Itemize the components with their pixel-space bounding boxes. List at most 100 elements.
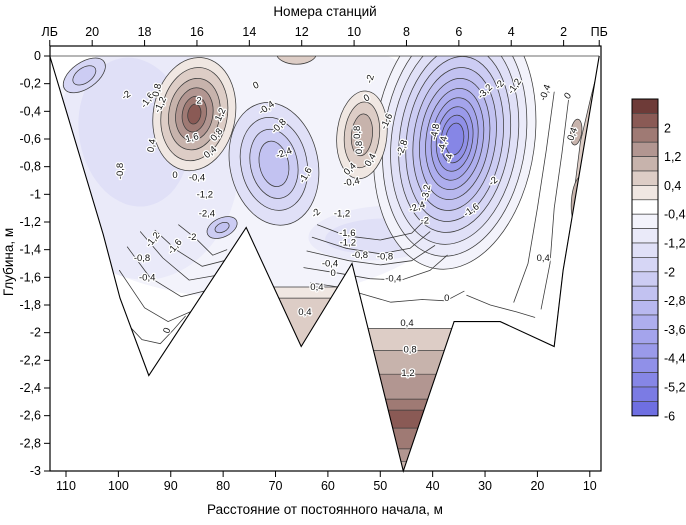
colorbar-cell: [631, 141, 659, 157]
station12-cold-core: [228, 102, 320, 226]
depth-tick-label: -2,8: [19, 436, 41, 450]
station16-warm-core: [152, 57, 237, 172]
colorbar-cell: [631, 386, 659, 402]
contour-line: [311, 231, 431, 255]
colorbar-tick-label: -6: [664, 409, 675, 423]
colorbar-tick-label: -0,4: [664, 208, 686, 222]
colorbar-cell: [631, 401, 659, 417]
depth-tick-label: -1,6: [19, 270, 41, 284]
distance-tick-label: 90: [164, 479, 178, 493]
colorbar-cell: [631, 98, 659, 114]
depth-tick-label: -2,2: [19, 353, 41, 367]
colorbar-cell: [631, 127, 659, 143]
depth-tick-label: -0,8: [19, 160, 41, 174]
contour-line: [306, 245, 436, 266]
colorbar-tick-label: -1,2: [664, 237, 686, 251]
depth-tick-label: -1: [30, 187, 41, 201]
contour-label: 2: [196, 95, 201, 106]
contour-line: [466, 294, 536, 318]
depth-tick-label: -2,4: [19, 381, 41, 395]
colorbar-tick-label: -4,4: [664, 352, 686, 366]
colorbar-tick-label: 2: [664, 121, 671, 135]
colorbar-cell: [631, 170, 659, 186]
contour-label: 0,4: [400, 318, 413, 329]
contour-label: -1,2: [197, 189, 213, 200]
contour-label: 0: [330, 268, 335, 279]
contour-label: -1,6: [339, 228, 355, 239]
depth-tick-label: -1,8: [19, 298, 41, 312]
depth-tick-label: -2: [30, 326, 41, 340]
colorbar-cell: [631, 156, 659, 172]
contour-label: 0,8: [352, 126, 363, 139]
colorbar-tick-label: 0,4: [664, 179, 681, 193]
station-tick-label: 16: [190, 25, 204, 39]
contour-line: [303, 254, 448, 281]
main-cold-core: [372, 56, 537, 270]
station-tick-label: 4: [508, 25, 515, 39]
station-tick-label: 12: [295, 25, 309, 39]
depth-tick-label: -1,2: [19, 215, 41, 229]
distance-tick-label: 50: [373, 479, 387, 493]
contour-label: -0,8: [115, 163, 126, 179]
colorbar-cell: [631, 228, 659, 244]
station-tick-label: 6: [455, 25, 462, 39]
contour-label: 0,4: [310, 282, 323, 293]
colorbar-cell: [631, 242, 659, 258]
contour-label: -2: [188, 232, 196, 243]
left-axis: 0 -0,2 -0,4 -0,6 -0,8 -1 -1,2 -1,4 -1,6 -1,8 -2 -2,…: [19, 49, 50, 478]
contour-label: -0,4: [385, 274, 401, 285]
station-tick-label: 20: [85, 25, 99, 39]
contour-label: -0,4: [139, 272, 155, 283]
colorbar-cell: [631, 271, 659, 287]
contour-label: 0: [172, 170, 177, 181]
colorbar-cell: [631, 329, 659, 345]
contour-line: [154, 229, 225, 267]
colorbar-cell: [631, 314, 659, 330]
depth-tick-label: -0,4: [19, 104, 41, 118]
colorbar-cell: [631, 300, 659, 316]
contour-line: [178, 224, 228, 256]
distance-tick-label: 40: [426, 479, 440, 493]
depth-tick-label: 0: [34, 49, 41, 63]
left-bank-cold-spot: [62, 57, 106, 94]
contour-label: 0,8: [354, 141, 365, 154]
contour-line: [513, 91, 555, 303]
contour-label: 0,8: [151, 83, 165, 98]
depth-tick-label: -0,6: [19, 132, 41, 146]
station-tick-label: ПБ: [591, 25, 608, 39]
bottom-axis-title: Расстояние от постоянного начала, м: [207, 502, 443, 517]
station-tick-label: 10: [347, 25, 361, 39]
bottom-axis: 110 100 90 80 70 60 50 40 30 20 10: [56, 471, 597, 493]
contour-label: -4: [443, 153, 455, 163]
distance-tick-label: 10: [583, 479, 597, 493]
contour-label: -1,2: [340, 238, 356, 249]
colorbar-cell: [631, 357, 659, 373]
contour-label: 0,4: [298, 307, 311, 318]
contour-line: [140, 231, 221, 281]
colorbar-cell: [631, 285, 659, 301]
contour-label: 0: [444, 293, 449, 304]
contour-label: -2: [421, 216, 429, 227]
colorbar-cell: [631, 185, 659, 201]
colorbar: 2 1,2 0,4 -0,4 -1,2 -2 -2,8 -3,6 -4,4 -5,2 -6: [631, 98, 686, 423]
contour-label: -2,4: [199, 209, 215, 220]
contour-label: 1,6: [184, 131, 200, 145]
distance-tick-label: 60: [321, 479, 335, 493]
colorbar-tick-label: 1,2: [664, 150, 681, 164]
contour-label: -0,4: [189, 173, 205, 184]
distance-tick-label: 20: [530, 479, 544, 493]
colorbar-cell: [631, 257, 659, 273]
contour-label: -4,4: [436, 135, 450, 153]
contour-label: -0,4: [343, 176, 361, 190]
contour-label: -0,8: [352, 250, 368, 261]
colorbar-cell: [631, 213, 659, 229]
distance-tick-label: 30: [478, 479, 492, 493]
station-tick-label: 18: [138, 25, 152, 39]
contour-label: -4,8: [429, 123, 443, 141]
depth-tick-label: -3: [30, 464, 41, 478]
depth-tick-label: -1,4: [19, 243, 41, 257]
left-axis-title: Глубина, м: [1, 228, 16, 296]
colorbar-tick-label: -2,8: [664, 294, 686, 308]
station-tick-label: 2: [560, 25, 567, 39]
